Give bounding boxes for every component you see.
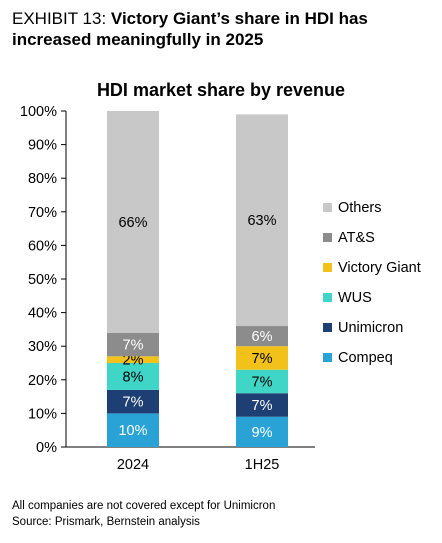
legend-swatch — [323, 293, 332, 302]
legend-swatch — [323, 233, 332, 242]
y-tick-label: 100% — [20, 104, 57, 120]
source-note: Source: Prismark, Bernstein analysis — [12, 516, 200, 528]
data-label: 10% — [118, 423, 147, 439]
bar-segment — [107, 413, 159, 447]
legend-swatch — [323, 353, 332, 362]
y-tick-label: 60% — [28, 238, 57, 254]
y-tick-label: 20% — [28, 373, 57, 389]
data-label: 2% — [123, 353, 144, 369]
y-tick-label: 10% — [28, 406, 57, 422]
bar-segment — [107, 356, 159, 363]
data-label: 7% — [252, 374, 273, 390]
exhibit-label: EXHIBIT 13: — [12, 9, 111, 28]
data-label: 7% — [252, 398, 273, 414]
data-label: 7% — [252, 351, 273, 367]
legend-label: Victory Giant — [338, 260, 421, 276]
bar-segment — [107, 111, 159, 333]
x-tick-label: 2024 — [117, 457, 149, 473]
legend-label: AT&S — [338, 230, 375, 246]
bar-segment — [236, 416, 288, 447]
y-tick-label: 80% — [28, 171, 57, 187]
bar-segment — [107, 332, 159, 357]
legend-label: Compeq — [338, 350, 393, 366]
x-tick-label: 1H25 — [245, 457, 280, 473]
coverage-note: All companies are not covered except for… — [12, 500, 276, 512]
bar-segment — [236, 326, 288, 347]
bar-segment — [107, 363, 159, 390]
y-tick-label: 30% — [28, 339, 57, 355]
y-tick-label: 90% — [28, 138, 57, 154]
legend-label: Unimicron — [338, 320, 403, 336]
bar-segment — [236, 346, 288, 370]
legend-swatch — [323, 263, 332, 272]
legend-swatch — [323, 203, 332, 212]
bar-segment — [107, 389, 159, 414]
y-tick-label: 50% — [28, 272, 57, 288]
legend-label: WUS — [338, 290, 372, 306]
legend-swatch — [323, 323, 332, 332]
bar-segment — [236, 114, 288, 327]
data-label: 6% — [252, 329, 273, 345]
data-label: 63% — [247, 213, 276, 229]
footnotes: All companies are not covered except for… — [12, 498, 275, 530]
exhibit-heading: EXHIBIT 13: Victory Giant’s share in HDI… — [12, 8, 432, 50]
exhibit-title: Victory Giant’s share in HDI has increas… — [12, 9, 368, 49]
y-tick-label: 40% — [28, 306, 57, 322]
data-label: 9% — [252, 425, 273, 441]
bar-segment — [236, 393, 288, 417]
y-tick-label: 70% — [28, 205, 57, 221]
y-tick-label: 0% — [36, 440, 57, 456]
data-label: 7% — [123, 338, 144, 354]
data-label: 7% — [123, 395, 144, 411]
legend-label: Others — [338, 200, 382, 216]
data-label: 8% — [123, 369, 144, 385]
chart-title: HDI market share by revenue — [96, 80, 346, 100]
bar-segment — [236, 369, 288, 394]
data-label: 66% — [118, 215, 147, 231]
